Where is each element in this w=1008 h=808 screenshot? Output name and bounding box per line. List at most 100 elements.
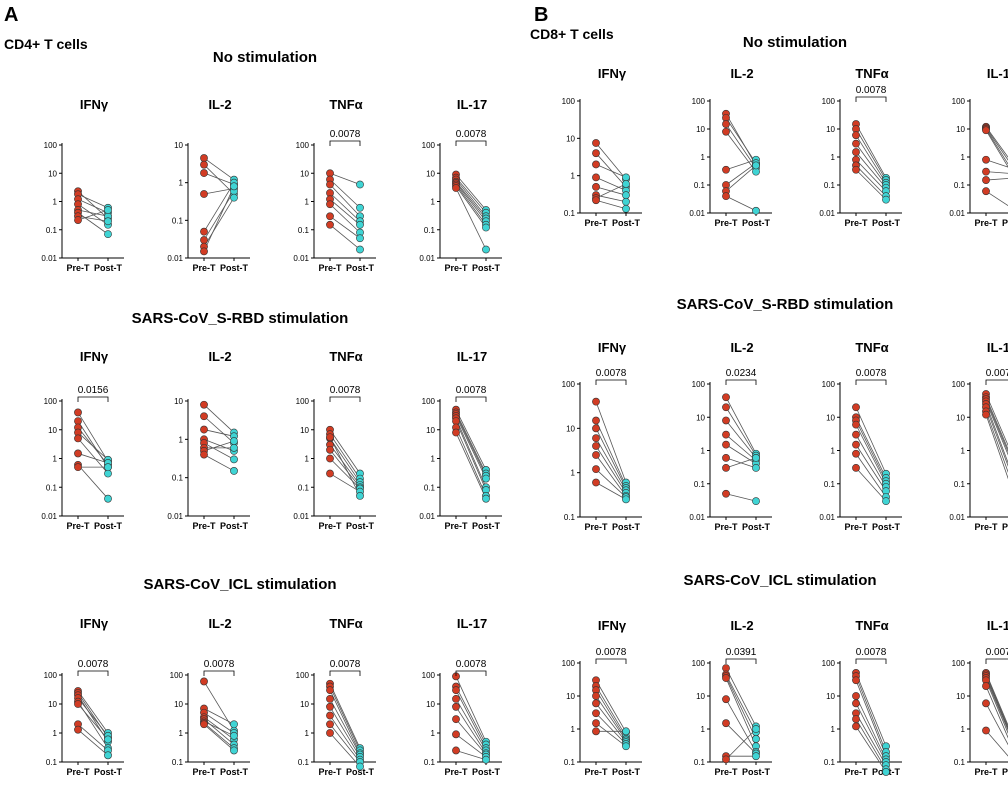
x-tick-label: Post-T — [872, 522, 901, 532]
pair-line — [985, 703, 1008, 746]
subplot-6: TNFα 100 10 1 0.1 0.01 Pre-T Post-T 0.0078 — [293, 349, 376, 531]
pre-point — [326, 433, 334, 442]
y-tick-label: 10 — [48, 700, 57, 709]
pair-line — [455, 177, 487, 214]
significance-bracket — [329, 396, 361, 402]
pre-point — [452, 730, 460, 739]
significance-bracket — [985, 658, 1008, 664]
pre-point — [200, 412, 208, 421]
pre-point — [852, 715, 860, 723]
y-tick-label: 1 — [961, 447, 966, 456]
pre-point — [74, 216, 82, 224]
pair-line — [203, 438, 235, 452]
y-tick-label: 0.1 — [824, 480, 836, 489]
pair-line — [77, 420, 109, 468]
post-point — [622, 204, 630, 213]
pair-line — [855, 444, 887, 492]
y-tick-label: 0.1 — [564, 209, 576, 218]
pair-line — [855, 165, 887, 197]
pre-point — [326, 180, 334, 189]
pair-line — [595, 194, 627, 203]
y-tick-label: 0.1 — [46, 483, 58, 492]
panel-b-letter: B — [534, 4, 549, 26]
pre-point — [722, 165, 730, 174]
pair-line — [203, 186, 235, 252]
pre-point — [592, 442, 600, 450]
y-tick-label: 100 — [422, 671, 436, 680]
pair-line — [455, 432, 487, 499]
subplot-2: TNFα 100 10 1 0.1 0.01 Pre-T Post-T 0.0078 — [293, 97, 376, 273]
pair-line — [985, 399, 1008, 453]
subplot-20: IFNγ 100 10 1 0.1 Pre-T Post-T 0.0078 — [562, 618, 642, 777]
plot-title: IL-17 — [457, 349, 487, 364]
pair-line — [455, 413, 487, 476]
pair-line — [985, 393, 1008, 447]
pre-point — [982, 176, 990, 184]
p-value-label: 0.0078 — [330, 385, 361, 396]
x-tick-label: Post-T — [1002, 218, 1008, 228]
y-tick-label: 1 — [571, 725, 576, 734]
pre-point — [982, 187, 990, 196]
pair-line — [985, 171, 1008, 174]
pair-line — [329, 203, 361, 233]
pair-line — [985, 414, 1008, 480]
post-point — [752, 735, 760, 743]
x-tick-label: Post-T — [612, 218, 641, 228]
pre-point — [982, 410, 990, 419]
pre-point — [326, 686, 334, 695]
pre-point — [200, 400, 208, 409]
y-tick-label: 1 — [571, 172, 576, 181]
pair-line — [725, 675, 757, 740]
pair-line — [77, 198, 109, 214]
pair-line — [595, 468, 627, 498]
post-point — [622, 495, 630, 504]
pre-point — [326, 729, 334, 737]
y-tick-label: 0.01 — [949, 513, 965, 522]
pre-point — [326, 720, 334, 729]
post-point — [622, 742, 630, 751]
subplot-13: IL-2 100 10 1 0.1 0.01 Pre-T Post-T — [689, 66, 772, 228]
pair-line — [77, 703, 109, 740]
pair-line — [855, 417, 887, 479]
x-tick-label: Pre-T — [844, 522, 868, 532]
pair-line — [725, 131, 757, 172]
y-tick-label: 100 — [952, 97, 966, 106]
pre-point — [722, 120, 730, 128]
pair-line — [77, 464, 109, 499]
pre-point — [722, 127, 730, 136]
pre-point — [326, 469, 334, 478]
pre-point — [74, 449, 82, 458]
y-tick-label: 1 — [305, 198, 310, 207]
y-tick-label: 100 — [822, 380, 836, 389]
subplot-14: TNFα 100 10 1 0.1 0.01 Pre-T Post-T 0.0078 — [819, 66, 902, 228]
pre-point — [852, 449, 860, 458]
y-tick-label: 10 — [566, 134, 575, 143]
plot-title: TNFα — [329, 349, 362, 364]
significance-bracket — [329, 670, 361, 676]
pre-point — [200, 236, 208, 244]
pair-line — [595, 177, 627, 191]
pre-point — [722, 192, 730, 201]
pair-line — [725, 117, 757, 164]
p-value-label: 0.0078 — [986, 647, 1008, 658]
subplot-9: IL-2 100 10 1 0.1 Pre-T Post-T 0.0078 — [170, 616, 250, 777]
pre-point — [982, 699, 990, 708]
y-tick-label: 0.01 — [819, 513, 835, 522]
pair-line — [203, 712, 235, 734]
section-title-a-srbd: SARS-CoV_S-RBD stimulation — [131, 310, 349, 327]
pair-line — [985, 677, 1008, 732]
pair-line — [855, 434, 887, 488]
pair-line — [595, 420, 627, 487]
y-tick-label: 100 — [422, 397, 436, 406]
pre-point — [592, 149, 600, 158]
pair-line — [77, 412, 109, 462]
pre-point — [852, 148, 860, 156]
y-tick-label: 0.01 — [689, 513, 705, 522]
post-point — [230, 467, 238, 475]
y-tick-label: 0.1 — [172, 474, 184, 483]
y-tick-label: 0.01 — [167, 254, 183, 263]
pair-line — [725, 195, 757, 212]
y-tick-label: 100 — [822, 659, 836, 668]
pre-point — [200, 677, 208, 686]
pair-line — [855, 453, 887, 498]
